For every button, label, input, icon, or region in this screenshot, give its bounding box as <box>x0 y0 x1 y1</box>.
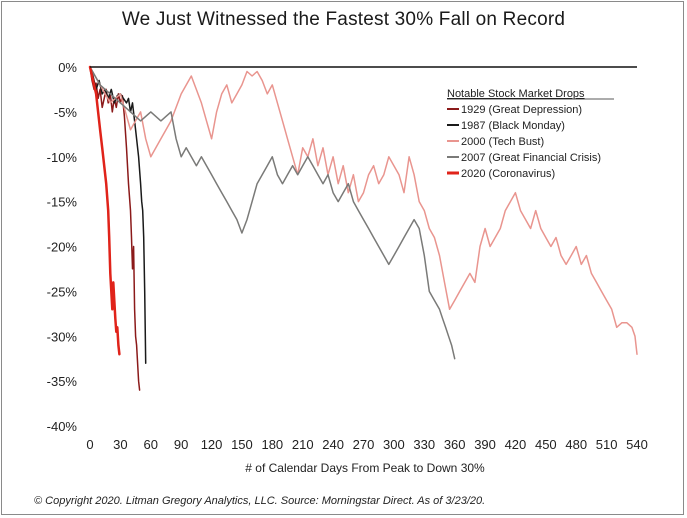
x-tick-label: 180 <box>261 437 283 452</box>
x-tick-label: 0 <box>86 437 93 452</box>
x-tick-label: 210 <box>292 437 314 452</box>
legend-title: Notable Stock Market Drops <box>447 88 585 100</box>
x-tick-label: 120 <box>201 437 223 452</box>
x-tick-label: 480 <box>565 437 587 452</box>
x-tick-label: 60 <box>144 437 158 452</box>
legend-label: 2000 (Tech Bust) <box>461 136 544 148</box>
chart-title: We Just Witnessed the Fastest 30% Fall o… <box>121 9 566 30</box>
x-tick-label: 360 <box>444 437 466 452</box>
x-tick-label: 450 <box>535 437 557 452</box>
x-tick-label: 150 <box>231 437 253 452</box>
legend-label: 2020 (Coronavirus) <box>461 168 555 180</box>
x-tick-label: 30 <box>113 437 127 452</box>
y-tick-label: -40% <box>47 419 78 434</box>
series-line-3 <box>89 66 638 355</box>
y-tick-label: -5% <box>54 105 78 120</box>
x-tick-label: 540 <box>626 437 648 452</box>
x-tick-label: 390 <box>474 437 496 452</box>
x-tick-label: 420 <box>505 437 527 452</box>
copyright-footer: © Copyright 2020. Litman Gregory Analyti… <box>34 495 486 507</box>
series-line-4 <box>89 66 456 360</box>
x-tick-label: 270 <box>353 437 375 452</box>
series-line-2 <box>89 66 147 364</box>
x-tick-label: 330 <box>413 437 435 452</box>
y-tick-label: 0% <box>58 60 77 75</box>
series-line-5 <box>88 65 121 356</box>
legend-label: 1929 (Great Depression) <box>461 104 582 116</box>
y-tick-label: -35% <box>47 374 78 389</box>
y-tick-label: -15% <box>47 195 78 210</box>
x-axis-label: # of Calendar Days From Peak to Down 30% <box>245 461 485 475</box>
series-line-1 <box>89 66 141 391</box>
y-tick-label: -30% <box>47 329 78 344</box>
legend: Notable Stock Market Drops 1929 (Great De… <box>447 88 614 180</box>
legend-label: 1987 (Black Monday) <box>461 120 565 132</box>
x-tick-label: 90 <box>174 437 188 452</box>
x-tick-label: 300 <box>383 437 405 452</box>
x-tick-label: 510 <box>596 437 618 452</box>
legend-label: 2007 (Great Financial Crisis) <box>461 152 601 164</box>
y-tick-label: -10% <box>47 150 78 165</box>
y-tick-label: -20% <box>47 240 78 255</box>
y-tick-label: -25% <box>47 284 78 299</box>
axis-layer: 0% -5% -10% -15% -20% -25% -30% -35% -40% 0 30 60 90… <box>47 60 648 452</box>
series-layer <box>88 65 638 391</box>
x-tick-label: 240 <box>322 437 344 452</box>
